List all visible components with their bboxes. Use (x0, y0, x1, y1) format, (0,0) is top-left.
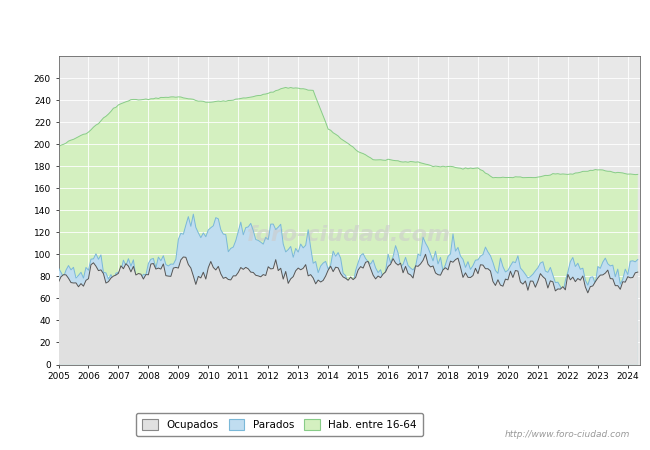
Legend: Ocupados, Parados, Hab. entre 16-64: Ocupados, Parados, Hab. entre 16-64 (136, 413, 423, 436)
Text: Pozoamargo - Evolucion de la poblacion en edad de Trabajar Mayo de 2024: Pozoamargo - Evolucion de la poblacion e… (74, 17, 576, 30)
Text: http://www.foro-ciudad.com: http://www.foro-ciudad.com (505, 430, 630, 439)
Text: foro-ciudad.com: foro-ciudad.com (248, 225, 451, 245)
